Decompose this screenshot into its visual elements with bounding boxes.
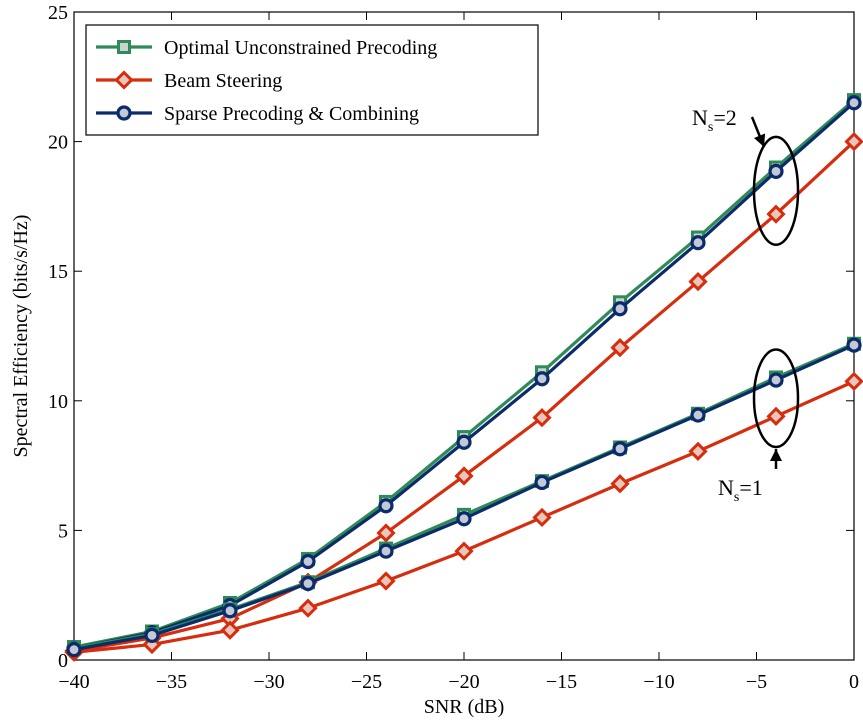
legend-label: Optimal Unconstrained Precoding <box>164 37 437 59</box>
data-point <box>768 372 784 388</box>
data-point <box>612 441 628 457</box>
annotation-ellipse <box>752 135 800 247</box>
data-point <box>612 301 628 317</box>
data-point <box>222 603 238 619</box>
annotation-label: Ns=1 <box>718 475 763 505</box>
data-point <box>766 204 786 224</box>
x-tick-label: −5 <box>746 671 767 693</box>
legend: Optimal Unconstrained Precoding Beam Stee… <box>85 24 539 136</box>
data-point <box>300 575 316 592</box>
y-tick-label: 0 <box>58 650 68 672</box>
x-tick-label: −20 <box>448 671 479 693</box>
data-point <box>454 541 474 561</box>
data-point <box>766 406 786 426</box>
legend-label: Beam Steering <box>164 70 282 92</box>
series-circle-Ns=1 <box>66 337 862 658</box>
y-tick-label: 15 <box>48 261 68 283</box>
data-point <box>846 337 862 353</box>
data-point <box>220 620 240 640</box>
annotation-arrow-head <box>753 133 766 147</box>
data-point <box>690 407 706 423</box>
legend-marker <box>114 70 134 90</box>
legend-item: Optimal Unconstrained Precoding <box>96 37 437 59</box>
data-point <box>690 235 706 251</box>
y-axis-label: Spectral Efficiency (bits/s/Hz) <box>10 215 32 458</box>
annotation-ns2: Ns=2 <box>692 105 800 247</box>
series-diamond-Ns=1 <box>64 371 863 662</box>
data-point <box>298 598 318 618</box>
data-point <box>768 163 784 180</box>
data-point <box>844 371 863 391</box>
x-tick-label: −30 <box>253 671 284 693</box>
data-point <box>688 441 708 461</box>
y-tick-label: 5 <box>58 520 68 542</box>
annotation-ellipse <box>752 348 800 449</box>
data-point <box>846 95 862 111</box>
data-point <box>376 571 396 591</box>
data-point <box>688 271 708 292</box>
data-point <box>532 507 552 528</box>
legend-item: Sparse Precoding & Combining <box>96 103 419 125</box>
series-layer <box>64 93 863 662</box>
legend-item: Beam Steering <box>96 70 282 92</box>
data-point <box>534 474 550 491</box>
legend-marker <box>117 40 131 54</box>
data-point <box>66 642 82 658</box>
annotation-ns1: Ns=1 <box>718 348 800 505</box>
legend-box <box>85 24 539 136</box>
annotation-label: Ns=2 <box>692 105 737 135</box>
data-point <box>610 338 630 358</box>
data-point <box>456 511 472 527</box>
y-tick-label: 20 <box>48 132 68 154</box>
data-point <box>378 543 394 559</box>
data-point <box>300 553 316 570</box>
axis-ticks: −40 −35 −30 −25 −20 −15 −10 −5 0 0 5 10 15 20 25 <box>48 2 859 693</box>
x-tick-label: −10 <box>643 671 674 693</box>
y-tick-label: 25 <box>48 2 68 24</box>
annotation-arrow-head <box>770 448 782 461</box>
data-point <box>378 498 394 514</box>
data-point <box>376 523 396 543</box>
legend-marker <box>116 105 132 121</box>
data-point <box>534 371 550 387</box>
annotation-layer: Ns=2 Ns=1 <box>692 105 800 505</box>
data-point <box>844 131 863 152</box>
data-point <box>610 474 630 494</box>
x-tick-label: −15 <box>546 671 577 693</box>
y-tick-label: 10 <box>48 391 68 413</box>
data-point <box>454 466 474 486</box>
data-point <box>532 408 552 428</box>
x-tick-label: −40 <box>58 671 89 693</box>
data-point <box>144 627 160 643</box>
legend-label: Sparse Precoding & Combining <box>164 103 419 125</box>
x-axis-label: SNR (dB) <box>424 696 505 718</box>
data-point <box>456 434 472 450</box>
x-tick-label: 0 <box>849 671 859 693</box>
x-tick-label: −35 <box>156 671 187 693</box>
x-tick-label: −25 <box>351 671 382 693</box>
series-circle-Ns=2 <box>66 95 862 656</box>
